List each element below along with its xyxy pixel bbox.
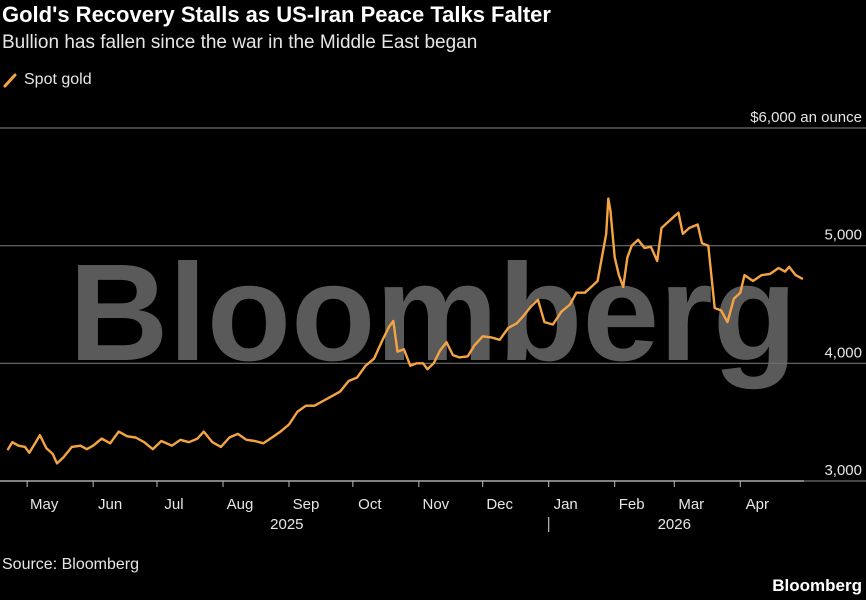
y-tick-label-3000: 3,000 (824, 462, 862, 479)
legend-label-spot-gold: Spot gold (24, 71, 92, 88)
chart-title: Gold's Recovery Stalls as US-Iran Peace … (2, 2, 551, 27)
x-tick-label-sep: Sep (293, 496, 320, 513)
x-tick-label-jul: Jul (164, 496, 183, 513)
bloomberg-logo: Bloomberg (772, 576, 862, 595)
y-tick-label-6000: $6,000 an ounce (750, 109, 862, 126)
x-tick-label-dec: Dec (486, 496, 513, 513)
year-label-2025: 2025 (270, 516, 303, 533)
x-tick-label-oct: Oct (358, 496, 382, 513)
x-tick-label-feb: Feb (619, 496, 645, 513)
x-tick-label-may: May (30, 496, 59, 513)
watermark-text: Bloomberg (69, 236, 797, 390)
legend-swatch-spot-gold (2, 71, 18, 89)
y-tick-label-4000: 4,000 (824, 344, 862, 361)
x-tick-label-nov: Nov (422, 496, 449, 513)
x-tick-label-aug: Aug (227, 496, 254, 513)
legend: Spot gold (2, 71, 92, 89)
x-tick-label-mar: Mar (678, 496, 704, 513)
x-tick-label-jun: Jun (98, 496, 122, 513)
source-note: Source: Bloomberg (2, 556, 139, 573)
x-tick-label-apr: Apr (746, 496, 769, 513)
x-tick-label-jan: Jan (554, 496, 578, 513)
y-tick-label-5000: 5,000 (824, 227, 862, 244)
series-line-spot-gold (6, 197, 804, 465)
year-label-2026: 2026 (658, 516, 691, 533)
chart-subtitle: Bullion has fallen since the war in the … (2, 32, 478, 53)
